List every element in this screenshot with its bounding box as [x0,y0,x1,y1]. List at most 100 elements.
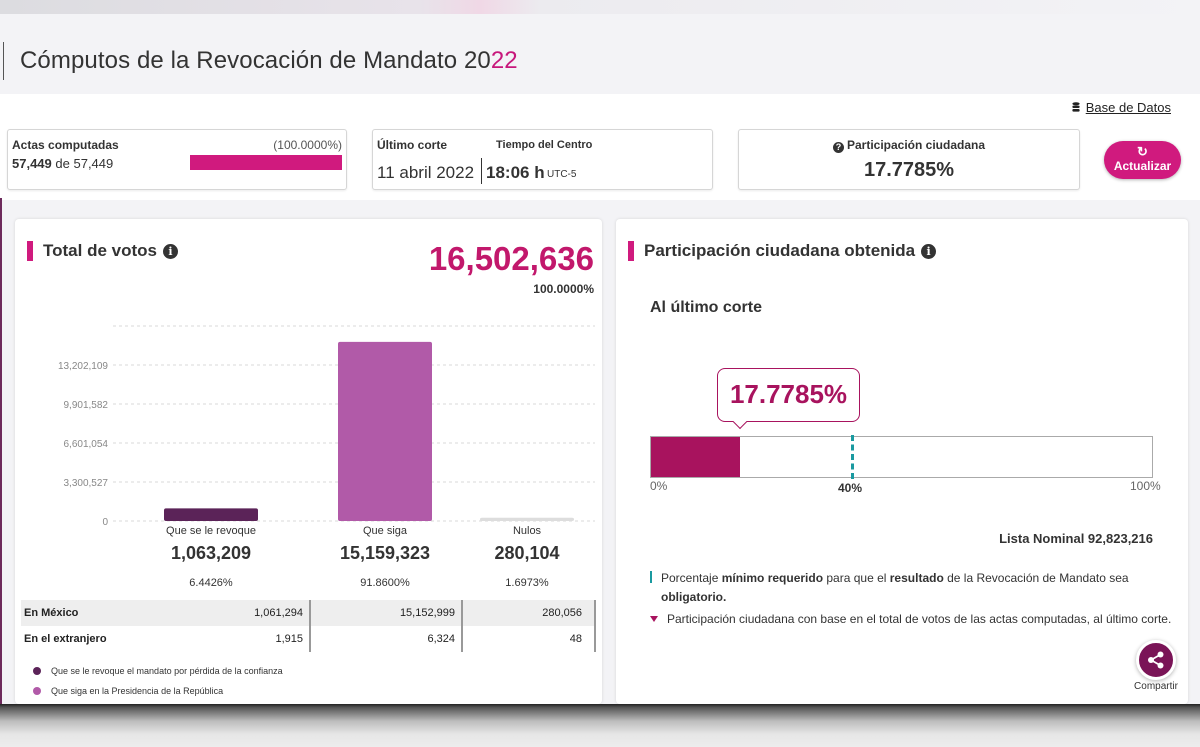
note-text-bold: mínimo requerido [721,571,824,585]
question-icon[interactable]: ? [832,142,844,153]
page-title: Cómputos de la Revocación de Mandato 202… [20,47,518,75]
category-label-siga: Que siga [362,525,408,537]
table-cell: 280,056 [463,600,596,626]
table-cell: 48 [463,626,596,652]
bottom-blurred-strip [0,704,1200,747]
threshold-marker [851,435,855,479]
corte-card: Último corte Tiempo del Centro 11 abril … [372,129,713,190]
participacion-card: ? Participación ciudadana 17.7785% [738,129,1080,190]
title-marker [27,241,33,261]
note-text: Participación ciudadana con base en el t… [667,612,1172,626]
info-icon[interactable]: i [162,243,178,259]
chart-bar[interactable] [338,341,432,521]
total-votos-value: 16,502,636 [428,240,594,277]
share-icon-circle[interactable] [1136,640,1176,680]
page-title-accent: 22 [490,47,518,74]
category-label-nulos: Nulos [512,525,542,537]
votos-bar-chart: 0 3,300,527 6,601,054 9,901,582 13,202,109 [58,325,595,528]
participacion-obtenida-title-text: Participación ciudadana obtenida [644,241,916,260]
table-cell: 15,152,999 [311,600,463,626]
note-text: de la Revocación de Mandato sea [943,571,1129,585]
table-cell: 1,915 [172,626,311,652]
left-accent-line [0,198,2,704]
participation-note: Participación ciudadana con base en el t… [650,612,1171,626]
table-row: En el extranjero 1,915 6,324 48 [21,626,596,652]
chart-legend: Que se le revoque el mandato por pérdida… [33,661,283,701]
page-title-main: Cómputos de la Revocación de Mandato 20 [20,47,491,74]
actas-total: 57,449 [73,156,114,171]
category-label-revoque: Que se le revoque [166,525,256,537]
update-button[interactable]: ↻ Actualizar [1104,141,1181,179]
corte-tz: UTC-5 [547,169,577,180]
y-tick-label: 9,901,582 [64,400,109,411]
chart-bar[interactable] [480,517,574,521]
corte-label: Último corte [377,138,448,152]
triangle-down-icon [650,616,658,622]
dashed-line-icon [650,571,652,583]
participacion-label-row: ? Participación ciudadana [739,138,1079,153]
votos-breakdown-table: En México 1,061,294 15,152,999 280,056 E… [21,600,596,652]
share-button[interactable]: Compartir [1128,640,1184,692]
scale-max-label: 100% [1130,479,1161,493]
header-divider [3,42,4,80]
refresh-icon: ↻ [1137,144,1148,159]
participacion-subtitle: Al último corte [650,299,763,316]
actas-value: 57,449 de 57,449 [12,156,113,171]
note-text-bold: resultado [889,571,944,585]
corte-divider [481,158,482,184]
database-link-label[interactable]: Base de Datos [1085,100,1171,115]
category-pct-revoque: 6.4426% [189,577,233,589]
page-header: Cómputos de la Revocación de Mandato 202… [0,14,1200,94]
category-value-revoque: 1,063,209 [170,543,252,563]
category-value-siga: 15,159,323 [339,543,431,563]
share-icon [1148,651,1164,669]
y-tick-label: 13,202,109 [58,361,108,372]
legend-label: Que se le revoque el mandato por pérdida… [51,666,283,676]
actas-card: Actas computadas (100.0000%) 57,449 de 5… [7,129,347,190]
table-cell: 6,324 [311,626,463,652]
database-icon [1072,102,1080,112]
actas-count: 57,449 [12,156,52,171]
share-label[interactable]: Compartir [1134,681,1178,692]
database-link[interactable]: Base de Datos [1072,100,1171,115]
corte-date: 11 abril 2022 [377,163,475,182]
info-icon[interactable]: i [921,243,937,259]
participacion-obtenida-panel: Participación ciudadana obtenida i Al últ… [616,219,1188,704]
total-votos-title-text: Total de votos [43,241,157,260]
note-text: para que el [823,571,890,585]
participacion-progress-fill [651,437,741,477]
corte-time: 18:06 h [486,163,545,182]
total-votos-panel: Total de votos i 16,502,636 100.0000% 0 3,… [15,219,602,704]
main-content: Base de Datos Actas computadas (100.0000… [0,94,1200,704]
bubble-tail [732,414,748,430]
y-tick-label: 0 [102,517,108,528]
title-marker [628,241,634,261]
y-tick-label: 3,300,527 [64,478,109,489]
category-pct-nulos: 1.6973% [505,577,549,589]
participacion-progress-bar [650,435,1153,479]
actas-progress-fill [190,155,342,170]
participacion-obtenida-title: Participación ciudadana obtenida i [628,241,937,261]
legend-item: Que se le revoque el mandato por pérdida… [33,661,283,681]
participacion-label: Participación ciudadana [846,138,986,152]
table-row-label: En el extranjero [24,633,107,645]
corte-tz-label: Tiempo del Centro [496,139,593,151]
table-row-label: En México [24,607,79,619]
scale-threshold-label: 40% [838,481,863,495]
actas-label: Actas computadas [12,138,119,152]
legend-dot [33,687,41,695]
lista-nominal: Lista Nominal 92,823,216 [999,531,1153,546]
scale-min-label: 0% [650,479,668,493]
actas-percent: (100.0000%) [273,138,342,152]
top-blurred-strip [0,0,1200,14]
update-button-label[interactable]: Actualizar [1113,159,1172,173]
legend-item: Que siga en la Presidencia de la Repúbli… [33,681,283,701]
participacion-value: 17.7785% [863,159,955,181]
total-votos-percent: 100.0000% [533,282,594,296]
category-value-nulos: 280,104 [494,543,560,563]
category-pct-siga: 91.8600% [360,577,410,589]
table-row: En México 1,061,294 15,152,999 280,056 [21,600,596,626]
legend-label: Que siga en la Presidencia de la Repúbli… [51,686,224,696]
actas-of: de [55,156,70,171]
chart-bar[interactable] [164,508,258,521]
